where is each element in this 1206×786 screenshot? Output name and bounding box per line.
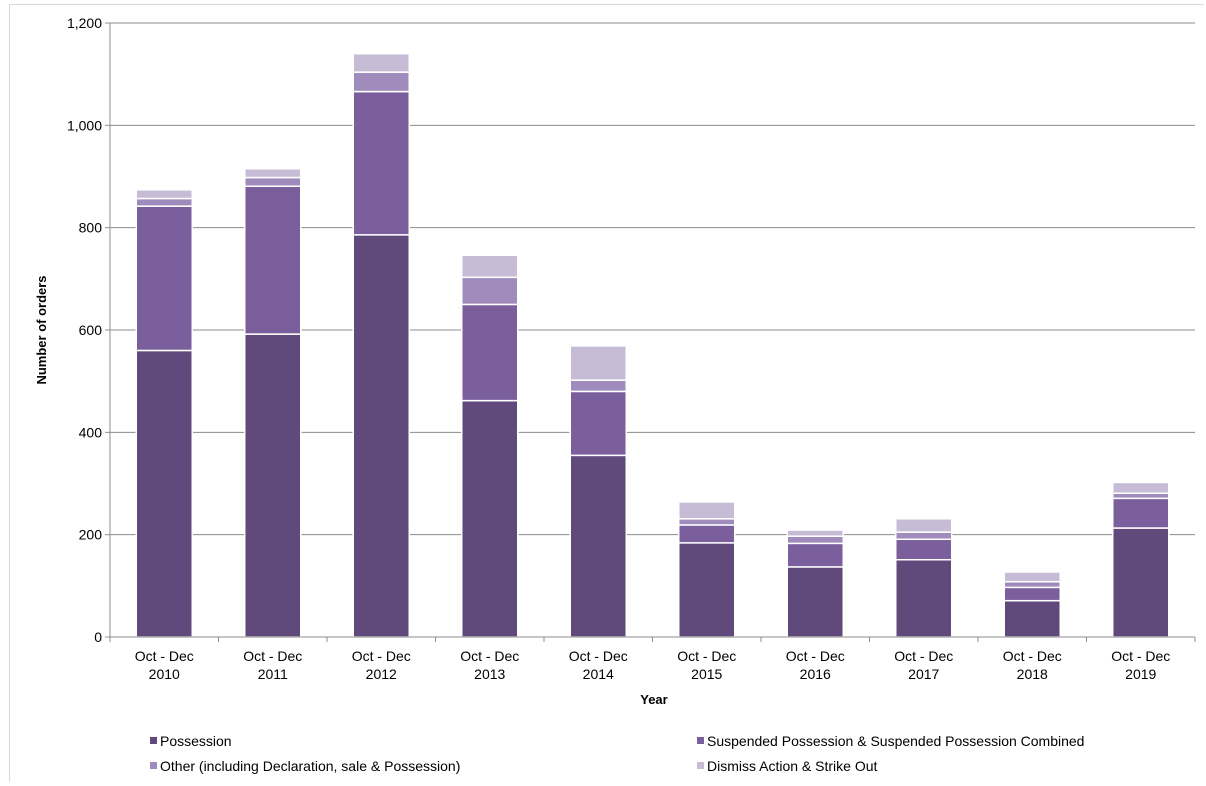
bar-segment	[1003, 580, 1061, 589]
bar-segment	[1112, 497, 1170, 529]
x-tick-label: Oct - Dec 2010	[135, 648, 194, 682]
x-tick-label-line: 2014	[583, 666, 614, 682]
legend-label: Dismiss Action & Strike Out	[707, 758, 877, 774]
x-tick-label: Oct - Dec 2012	[352, 648, 411, 682]
bar-segment	[352, 90, 410, 236]
bar-segment	[461, 399, 519, 638]
bar-segment	[569, 379, 627, 393]
y-tick-label: 400	[79, 424, 103, 440]
bar-segment	[895, 531, 953, 541]
bar-segment	[461, 254, 519, 279]
x-tick-label-line: 2012	[366, 666, 397, 682]
x-tick-label-line: 2019	[1125, 666, 1156, 682]
bar-segment	[569, 345, 627, 381]
legend-swatch	[150, 762, 157, 769]
y-tick-label: 600	[79, 322, 103, 338]
y-tick-label: 1,200	[67, 15, 102, 31]
axes	[109, 23, 1196, 642]
y-tick-label: 0	[94, 629, 102, 645]
bar-segment	[786, 529, 844, 537]
x-tick-label: Oct - Dec 2017	[894, 648, 953, 682]
bar-segment	[678, 542, 736, 638]
x-tick-label-line: Oct - Dec	[460, 648, 519, 664]
bar-segment	[244, 168, 302, 179]
bar-segment	[895, 538, 953, 561]
bar-segment	[1003, 586, 1061, 602]
legend-swatch	[697, 737, 704, 744]
x-tick-label-line: 2015	[691, 666, 722, 682]
bar-segment	[244, 333, 302, 638]
bar-segment	[135, 197, 193, 207]
x-tick-label-line: Oct - Dec	[1111, 648, 1170, 664]
y-tick-label: 200	[79, 527, 103, 543]
x-tick-label: Oct - Dec 2013	[460, 648, 519, 682]
bar-segment	[786, 535, 844, 545]
bar-segment	[135, 205, 193, 352]
x-tick-label-line: 2011	[258, 666, 288, 682]
x-tick-label: Oct - Dec 2019	[1111, 648, 1170, 682]
x-tick-label-line: Oct - Dec	[894, 648, 953, 664]
legend-label: Suspended Possession & Suspended Possess…	[707, 733, 1084, 749]
bar-segment	[1003, 599, 1061, 638]
x-tick-label: Oct - Dec 2011	[243, 648, 302, 682]
x-tick-label-line: 2016	[800, 666, 831, 682]
x-tick-label-line: Oct - Dec	[677, 648, 736, 664]
bar-segment	[1003, 571, 1061, 583]
x-tick-label: Oct - Dec 2018	[1003, 648, 1062, 682]
legend-label: Other (including Declaration, sale & Pos…	[160, 758, 460, 774]
bar-segment	[678, 501, 736, 520]
bar-segment	[786, 566, 844, 638]
legend-swatch	[697, 762, 704, 769]
x-tick-label-line: 2017	[908, 666, 939, 682]
y-tick-label: 1,000	[67, 117, 102, 133]
x-tick-label-line: Oct - Dec	[786, 648, 845, 664]
bar-segment	[1112, 492, 1170, 500]
bar-segment	[244, 185, 302, 335]
bar-segment	[569, 454, 627, 638]
x-tick-label-line: Oct - Dec	[352, 648, 411, 664]
x-tick-label-line: Oct - Dec	[1003, 648, 1062, 664]
bar-segment	[461, 276, 519, 306]
bar-segment	[786, 542, 844, 568]
y-tick-label: 800	[79, 220, 103, 236]
y-tick-labels: 0 200 400 600 800 1,000 1,200	[67, 15, 102, 645]
x-tick-label-line: Oct - Dec	[135, 648, 194, 664]
bar-segment	[1112, 481, 1170, 494]
bar-segment	[135, 349, 193, 638]
legend-swatch	[150, 737, 157, 744]
x-tick-label-line: Oct - Dec	[569, 648, 628, 664]
bar-segment	[569, 390, 627, 457]
bar-segment	[1112, 527, 1170, 638]
bar-segment	[352, 52, 410, 73]
bar-segment	[135, 189, 193, 200]
bar-segment	[244, 176, 302, 187]
bars	[135, 52, 1170, 638]
bar-segment	[895, 518, 953, 533]
legend-label: Possession	[160, 733, 232, 749]
bar-segment	[678, 518, 736, 526]
bar-segment	[895, 558, 953, 638]
x-tick-label: Oct - Dec 2016	[786, 648, 845, 682]
bar-segment	[352, 71, 410, 93]
x-tick-label-line: Oct - Dec	[243, 648, 302, 664]
x-tick-label-line: 2018	[1017, 666, 1048, 682]
x-tick-label: Oct - Dec 2014	[569, 648, 628, 682]
legend: Possession Suspended Possession & Suspend…	[150, 733, 1084, 774]
bar-segment	[461, 303, 519, 402]
y-axis-title: Number of orders	[34, 275, 49, 384]
x-axis-title: Year	[640, 692, 667, 707]
chart-frame	[9, 4, 1204, 782]
bar-segment	[352, 234, 410, 638]
gridlines	[105, 22, 1195, 638]
x-tick-label: Oct - Dec 2015	[677, 648, 736, 682]
bar-segment	[678, 524, 736, 544]
x-tick-label-line: 2010	[149, 666, 180, 682]
x-tick-label-line: 2013	[474, 666, 505, 682]
